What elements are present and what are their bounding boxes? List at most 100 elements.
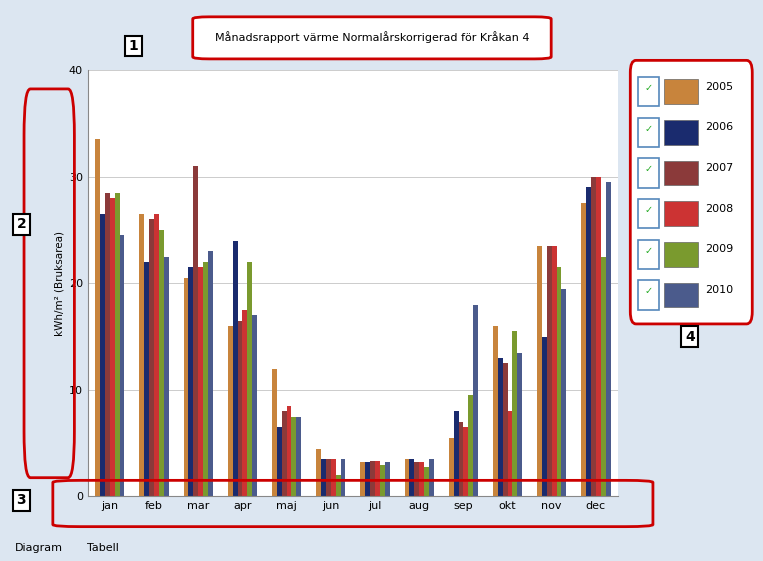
- Bar: [336, 475, 340, 496]
- Text: 2008: 2008: [705, 204, 733, 214]
- Bar: [552, 246, 556, 496]
- Bar: [468, 395, 473, 496]
- FancyBboxPatch shape: [664, 80, 698, 104]
- Bar: [497, 358, 503, 496]
- Bar: [340, 459, 346, 496]
- FancyBboxPatch shape: [664, 120, 698, 145]
- Bar: [473, 305, 478, 496]
- Bar: [326, 459, 331, 496]
- Bar: [120, 236, 124, 496]
- Bar: [600, 257, 606, 496]
- Bar: [449, 438, 454, 496]
- Bar: [144, 262, 150, 496]
- FancyBboxPatch shape: [638, 158, 658, 188]
- Bar: [454, 411, 459, 496]
- Bar: [493, 326, 497, 496]
- Bar: [459, 422, 463, 496]
- Bar: [100, 214, 105, 496]
- FancyBboxPatch shape: [664, 201, 698, 226]
- Bar: [503, 364, 507, 496]
- Bar: [114, 193, 120, 496]
- Bar: [140, 214, 144, 496]
- Bar: [404, 459, 410, 496]
- Bar: [252, 315, 257, 496]
- Bar: [424, 467, 429, 496]
- Text: 2007: 2007: [705, 163, 733, 173]
- Bar: [164, 257, 169, 496]
- FancyBboxPatch shape: [664, 161, 698, 185]
- Text: ✓: ✓: [644, 164, 652, 174]
- Bar: [419, 462, 424, 496]
- Bar: [277, 427, 282, 496]
- Bar: [203, 262, 208, 496]
- Bar: [385, 462, 390, 496]
- FancyBboxPatch shape: [664, 283, 698, 307]
- Bar: [507, 411, 513, 496]
- FancyBboxPatch shape: [638, 199, 658, 228]
- FancyBboxPatch shape: [638, 280, 658, 310]
- Text: Månadsrapport värme Normalårskorrigerad för Kråkan 4: Månadsrapport värme Normalårskorrigerad …: [214, 31, 530, 43]
- Bar: [414, 462, 419, 496]
- Bar: [410, 459, 414, 496]
- Text: 2009: 2009: [705, 245, 733, 255]
- Bar: [237, 321, 243, 496]
- Text: 1: 1: [129, 39, 138, 53]
- Bar: [513, 331, 517, 496]
- Text: 2005: 2005: [705, 82, 733, 92]
- Bar: [105, 193, 110, 496]
- Bar: [272, 369, 277, 496]
- Bar: [360, 462, 365, 496]
- Bar: [247, 262, 252, 496]
- Bar: [375, 461, 380, 496]
- Bar: [150, 219, 154, 496]
- Bar: [596, 177, 600, 496]
- Bar: [321, 459, 326, 496]
- Bar: [282, 411, 287, 496]
- Text: ✓: ✓: [644, 123, 652, 134]
- Text: ✓: ✓: [644, 83, 652, 93]
- Bar: [184, 278, 188, 496]
- Bar: [316, 449, 321, 496]
- Bar: [233, 241, 237, 496]
- Text: Diagram: Diagram: [14, 543, 63, 553]
- FancyBboxPatch shape: [638, 118, 658, 147]
- Bar: [188, 267, 193, 496]
- FancyBboxPatch shape: [664, 242, 698, 266]
- Bar: [159, 230, 164, 496]
- Bar: [198, 267, 203, 496]
- Text: ✓: ✓: [644, 246, 652, 256]
- Bar: [581, 204, 586, 496]
- Text: 3: 3: [17, 494, 26, 507]
- FancyBboxPatch shape: [193, 17, 551, 59]
- FancyBboxPatch shape: [630, 61, 752, 324]
- Bar: [228, 326, 233, 496]
- FancyBboxPatch shape: [638, 240, 658, 269]
- Bar: [110, 198, 114, 496]
- Bar: [370, 461, 375, 496]
- Bar: [287, 406, 291, 496]
- Text: Tabell: Tabell: [88, 543, 119, 553]
- Bar: [429, 459, 433, 496]
- Text: 2010: 2010: [705, 285, 733, 295]
- Bar: [331, 459, 336, 496]
- Text: 2: 2: [17, 218, 26, 231]
- Bar: [547, 246, 552, 496]
- Bar: [208, 251, 213, 496]
- Bar: [291, 416, 296, 496]
- Bar: [154, 214, 159, 496]
- Text: ✓: ✓: [644, 205, 652, 215]
- Bar: [380, 465, 385, 496]
- Text: ✓: ✓: [644, 286, 652, 296]
- Bar: [606, 182, 610, 496]
- Bar: [463, 427, 468, 496]
- Bar: [517, 353, 522, 496]
- Bar: [562, 288, 566, 496]
- Y-axis label: kWh/m² (Bruksarea): kWh/m² (Bruksarea): [55, 231, 65, 336]
- Bar: [586, 187, 591, 496]
- Bar: [296, 416, 301, 496]
- Bar: [542, 337, 547, 496]
- Bar: [365, 462, 370, 496]
- Text: 2006: 2006: [705, 122, 733, 132]
- Bar: [243, 310, 247, 496]
- FancyBboxPatch shape: [638, 77, 658, 107]
